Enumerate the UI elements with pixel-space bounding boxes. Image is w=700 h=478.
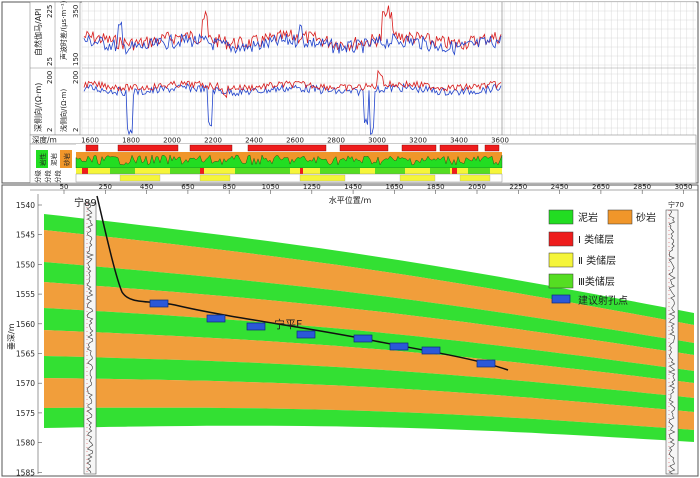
well-path-label: 宁平F: [274, 317, 302, 331]
perforation-marker: [206, 314, 226, 323]
perforation-marker: [353, 334, 373, 343]
x-tick-label: 2250: [509, 183, 527, 191]
x-tick-label: 2850: [633, 183, 651, 191]
perforation-marker: [389, 342, 409, 351]
perforation-marker: [246, 322, 266, 331]
rs-label: 浅侧向/(Ω·m): [59, 89, 68, 132]
rs-max: 200: [72, 71, 80, 84]
x-tick-label: 450: [140, 183, 153, 191]
class-label-1: 分段: [43, 170, 52, 184]
depth-tick-label: 3200: [409, 137, 427, 145]
legend-swatch-perf: [551, 294, 571, 304]
x-tick-label: 250: [99, 183, 112, 191]
depth-bar: 深度/m 1600 1800 2000 2200 2400 2600 2800 3000 320…: [29, 135, 697, 145]
perforation-marker: [421, 346, 441, 355]
rs-min: 2: [72, 128, 80, 132]
horizontal-well-trajectory: [96, 195, 509, 371]
y-axis: 1540 1545 1550 1555 1560 1565 1570 1575 1580 1585: [16, 194, 42, 477]
class-label-2: 分段: [53, 170, 62, 184]
depth-tick-label: 2800: [327, 137, 345, 145]
x-tick-label: 50: [60, 183, 69, 191]
ac-max: 350: [72, 5, 80, 18]
legend-class3: Ⅲ类储层: [578, 275, 615, 288]
lith-label-0: 岩性: [38, 153, 47, 167]
x-tick-label: 1050: [262, 183, 280, 191]
rd-max: 200: [46, 71, 54, 84]
legend-swatch-class1: [548, 231, 574, 247]
y-tick-label: 1540: [16, 201, 35, 210]
depth-tick-label: 2200: [204, 137, 222, 145]
x-tick-label: 1650: [385, 183, 403, 191]
legend-mudstone: 泥岩: [578, 211, 598, 224]
legend-swatch-mudstone: [548, 209, 574, 225]
lithology-strips: 岩性 泥岩 砂岩 分级 分段 分段: [29, 143, 697, 184]
depth-tick-label: 3400: [450, 137, 468, 145]
depth-tick-label: 2000: [163, 137, 181, 145]
lith-label-1: 泥岩: [49, 153, 58, 167]
legend-swatch-sandstone: [607, 209, 633, 225]
y-tick-label: 1565: [16, 350, 35, 359]
lith-label-2: 砂岩: [62, 153, 71, 167]
perforation-points: [149, 299, 496, 368]
gr-max: 225: [46, 5, 54, 18]
well-right-label: 宁70: [668, 200, 684, 209]
depth-tick-label: 1800: [122, 137, 140, 145]
x-tick-label: 1250: [303, 183, 321, 191]
perforation-marker: [296, 330, 316, 339]
well-left-label: 宁89: [74, 196, 97, 209]
y-tick-label: 1580: [16, 439, 35, 448]
x-tick-label: 1450: [344, 183, 362, 191]
y-tick-label: 1560: [16, 320, 35, 329]
ac-label: 声波时差/(μs·m⁻¹): [59, 0, 68, 60]
legend-swatch-class3: [548, 273, 574, 289]
ac-min: 150: [72, 53, 80, 66]
well-columns: [83, 202, 679, 475]
gr-min: 25: [46, 57, 54, 66]
legend-swatch-class2: [548, 252, 574, 268]
rd-min: 2: [46, 128, 54, 132]
depth-label: 深度/m: [32, 135, 57, 145]
x-tick-label: 650: [181, 183, 194, 191]
track-headers: 自然伽马/API 声波时差/(μs·m⁻¹) 深侧向/(Ω·m) 浅侧向/(Ω·…: [29, 0, 81, 136]
depth-tick-label: 3000: [368, 137, 386, 145]
perforation-marker: [476, 359, 496, 368]
log-panel: 自然伽马/API 声波时差/(μs·m⁻¹) 深侧向/(Ω·m) 浅侧向/(Ω·…: [1, 0, 699, 184]
x-axis-label: 水平位置/m: [329, 195, 372, 205]
depth-tick-label: 2600: [286, 137, 304, 145]
y-tick-label: 1570: [16, 379, 35, 388]
log-curves: [83, 5, 502, 136]
legend-perf: 建议射孔点: [578, 294, 628, 307]
x-tick-label: 2450: [551, 183, 569, 191]
class-label-0: 分级: [33, 170, 42, 184]
y-tick-label: 1575: [16, 409, 35, 418]
y-tick-label: 1585: [16, 468, 35, 477]
strata-bands: [44, 214, 694, 442]
x-axis: 50 250 450 650 850 1050 1250 1450 1650 1850 2050 22…: [30, 183, 698, 194]
depth-tick-label: 1600: [81, 137, 99, 145]
legend-class1: Ⅰ 类储层: [578, 233, 614, 246]
x-tick-label: 1850: [427, 183, 445, 191]
legend-class2: Ⅱ 类储层: [578, 254, 616, 267]
y-tick-label: 1545: [16, 231, 35, 240]
y-tick-label: 1550: [16, 260, 35, 269]
legend-sandstone: 砂岩: [636, 211, 656, 224]
x-tick-label: 2650: [592, 183, 610, 191]
x-tick-label: 2050: [468, 183, 486, 191]
depth-tick-label: 2400: [245, 137, 263, 145]
section-panel: 50 250 450 650 850 1050 1250 1450 1650 1850 2050 22…: [1, 183, 699, 477]
gr-label: 自然伽马/API: [33, 9, 43, 56]
x-tick-label: 3050: [675, 183, 693, 191]
perforation-marker: [149, 299, 169, 308]
y-tick-label: 1555: [16, 290, 35, 299]
depth-tick-label: 3600: [491, 137, 509, 145]
y-axis-label: 垂深/m: [6, 323, 16, 350]
legend: 泥岩 砂岩 Ⅰ 类储层 Ⅱ 类储层 Ⅲ类储层 建议射孔点: [548, 209, 656, 307]
x-tick-label: 850: [223, 183, 236, 191]
rd-label: 深侧向/(Ω·m): [33, 83, 43, 132]
